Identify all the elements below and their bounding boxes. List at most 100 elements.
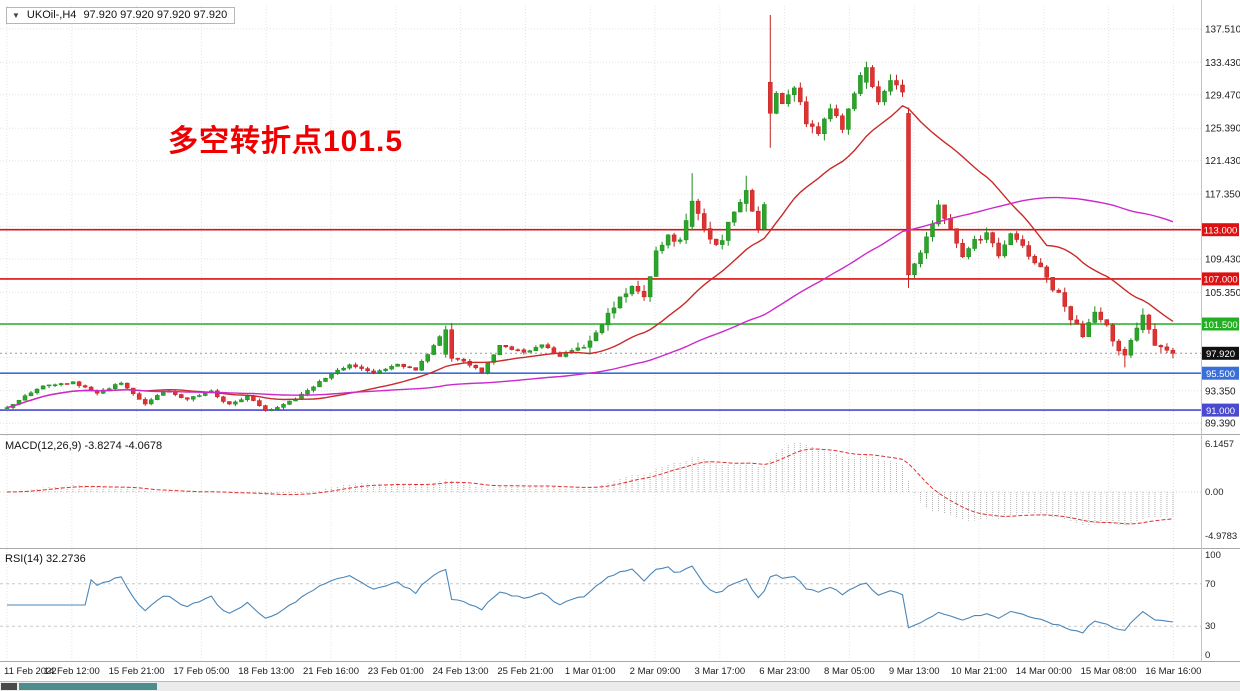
- candle-body: [515, 349, 521, 351]
- candle-body: [52, 384, 58, 386]
- price-badge-95.500: 95.500: [1202, 366, 1239, 380]
- candle-body: [58, 383, 64, 385]
- price-badge-rect: [1202, 223, 1239, 237]
- candle-body: [641, 290, 647, 298]
- candle-body: [257, 400, 262, 406]
- rsi-axis-label: 0: [1205, 650, 1210, 661]
- candle-body: [647, 276, 653, 298]
- candle-body: [407, 366, 412, 368]
- candle-body: [1128, 340, 1134, 356]
- rsi-indicator-label: RSI(14) 32.2736: [5, 553, 86, 565]
- candle-body: [70, 381, 76, 385]
- scrollbar-corner-button[interactable]: [1, 683, 17, 690]
- time-axis-label: 6 Mar 23:00: [759, 666, 810, 677]
- candle-body: [533, 347, 539, 351]
- candle-body: [762, 204, 767, 230]
- price-badge-91.000: 91.000: [1202, 403, 1239, 417]
- candle-body: [341, 367, 346, 371]
- candle-body: [281, 404, 286, 408]
- time-axis-label: 21 Feb 16:00: [303, 666, 359, 677]
- candle-body: [1038, 262, 1043, 268]
- candle-body: [539, 344, 545, 348]
- candle-body: [990, 232, 995, 244]
- candle-body: [1116, 340, 1122, 352]
- candle-body: [906, 113, 911, 276]
- macd-histogram: [12, 442, 1174, 526]
- candle-body: [401, 363, 406, 367]
- candle-body: [900, 84, 905, 93]
- candle-body: [719, 240, 725, 245]
- candle-body: [1152, 329, 1158, 346]
- candle-body: [22, 395, 28, 401]
- candle-body: [1110, 324, 1116, 342]
- price-badge-rect: [1202, 403, 1239, 417]
- rsi-axis-label: 100: [1205, 550, 1221, 561]
- time-axis-label: 3 Mar 17:00: [694, 666, 745, 677]
- candle-body: [251, 395, 256, 401]
- candle-body: [545, 344, 551, 348]
- chart-ohlc-values: 97.920 97.920 97.920 97.920: [83, 9, 228, 21]
- candle-body: [575, 347, 581, 351]
- macd-signal-line: [6, 448, 1173, 525]
- candle-body: [155, 395, 160, 400]
- candle-body: [942, 204, 947, 219]
- candle-body: [443, 329, 448, 355]
- price-axis-label: 133.430: [1205, 58, 1240, 69]
- candle-body: [1002, 244, 1007, 257]
- chart-menu-dropdown-icon[interactable]: ▼: [12, 10, 20, 20]
- candle-body: [846, 108, 851, 130]
- candle-body: [593, 332, 599, 342]
- candle-body: [882, 90, 887, 103]
- candle-body: [179, 394, 184, 398]
- price-badge-text: 91.000: [1206, 406, 1235, 417]
- price-badge-rect: [1202, 272, 1239, 286]
- candle-body: [245, 395, 250, 400]
- price-badge-rect: [1202, 346, 1239, 360]
- candle-body: [996, 242, 1001, 257]
- time-axis-label: 18 Feb 13:00: [238, 666, 294, 677]
- ma-slow-line: [6, 196, 1174, 409]
- candle-body: [1020, 239, 1025, 246]
- price-axis-label: 109.430: [1205, 255, 1240, 266]
- candle-body: [455, 358, 461, 360]
- chart-symbol-timeframe: UKOil-,H4: [26, 9, 77, 21]
- candle-body: [731, 211, 737, 223]
- candle-body: [76, 381, 82, 386]
- candle-body: [437, 336, 442, 346]
- candle-body: [599, 324, 605, 333]
- candle-body: [984, 232, 989, 240]
- candle-body: [743, 190, 749, 204]
- candle-body: [124, 382, 130, 389]
- candle-body: [888, 80, 893, 92]
- candle-body: [954, 228, 959, 244]
- candle-body: [191, 396, 196, 400]
- horizontal-scrollbar-thumb[interactable]: [19, 683, 157, 690]
- candle-body: [1032, 256, 1037, 264]
- candle-body: [1008, 233, 1013, 246]
- candle-body: [978, 238, 983, 241]
- candle-body: [804, 101, 809, 125]
- price-badge-113.000: 113.000: [1202, 223, 1239, 237]
- candle-body: [485, 362, 491, 373]
- candle-body: [918, 252, 923, 265]
- price-badge-text: 97.920: [1206, 349, 1235, 360]
- time-axis-label: 11 Feb 2022: [4, 666, 57, 677]
- candle-body: [64, 383, 70, 385]
- time-axis-label: 1 Mar 01:00: [565, 666, 616, 677]
- time-axis-label: 9 Mar 13:00: [889, 666, 940, 677]
- annotation-text[interactable]: 多空转折点101.5: [168, 125, 404, 158]
- candle-body: [936, 204, 941, 225]
- candle-body: [365, 368, 370, 372]
- candle-body: [1086, 322, 1092, 338]
- horizontal-scrollbar-track[interactable]: [0, 682, 1240, 691]
- candle-body: [1014, 233, 1019, 240]
- candle-body: [864, 67, 869, 83]
- candle-body: [1164, 346, 1170, 351]
- candle-body: [671, 234, 677, 242]
- candle-body: [810, 123, 815, 127]
- candle-body: [876, 86, 881, 103]
- candle-body: [828, 108, 833, 120]
